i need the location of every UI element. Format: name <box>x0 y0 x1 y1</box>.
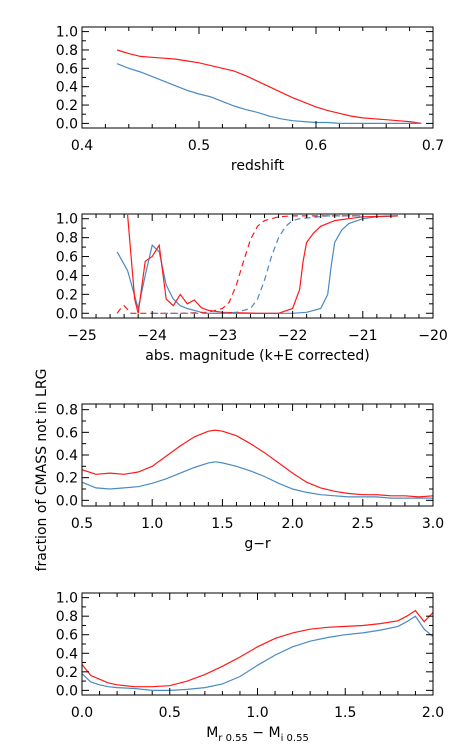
plot-frame <box>81 213 434 319</box>
x-tick-label: 0.5 <box>188 138 210 154</box>
x-tick-label: −23 <box>208 328 238 344</box>
chart-panel-2: −25 −24 −23 −22 −21 −20 0.0 0.2 0.4 0.6 0.8 1.0 abs.… <box>56 212 448 364</box>
y-tick-label: 0.2 <box>56 98 78 114</box>
series-line-red <box>116 49 422 124</box>
y-tick-label: 1.0 <box>56 25 78 41</box>
x-tick-label: 1.0 <box>246 705 268 721</box>
series-line-red <box>82 429 433 498</box>
x-tick-label: −20 <box>418 328 448 344</box>
y-tick-label: 0.2 <box>56 287 78 303</box>
y-tick-label: 0.6 <box>56 250 78 266</box>
x-tick-label: −21 <box>348 328 378 344</box>
x-tick-label: 1.0 <box>141 516 163 532</box>
series-line-blue-dashed <box>152 215 363 314</box>
y-tick-label: 0.6 <box>56 61 78 77</box>
y-tick-label: 0.8 <box>56 43 78 59</box>
x-axis-label: redshift <box>231 158 285 174</box>
series-line-red <box>82 609 433 688</box>
x-tick-label: 0.5 <box>159 705 181 721</box>
y-tick-label: 0.2 <box>56 471 78 487</box>
plot-frame <box>81 592 434 696</box>
x-tick-label: 3.0 <box>422 516 444 532</box>
x-tick-label: −24 <box>137 328 167 344</box>
y-tick-label: 0.0 <box>56 116 78 132</box>
chart-panel-1: 0.4 0.5 0.6 0.7 0.0 0.2 0.4 0.6 0.8 1.0 redshift <box>56 25 444 174</box>
y-tick-label: 0.0 <box>56 493 78 509</box>
chart-panel-3: 0.5 1.0 1.5 2.0 2.5 3.0 0.0 0.2 0.4 0.6 0.8 g−r <box>56 403 444 552</box>
y-tick-label: 0.0 <box>56 683 78 699</box>
chart-panels: 0.4 0.5 0.6 0.7 0.0 0.2 0.4 0.6 0.8 1.0 redshift −2… <box>56 25 448 744</box>
x-tick-label: −22 <box>278 328 308 344</box>
series-line-blue <box>82 461 433 499</box>
x-tick-label: 0.0 <box>71 705 93 721</box>
y-tick-label: 0.8 <box>56 231 78 247</box>
y-tick-label: 0.2 <box>56 665 78 681</box>
x-tick-label: 0.7 <box>422 138 444 154</box>
y-tick-label: 0.4 <box>56 646 78 662</box>
series-line-red <box>127 214 398 314</box>
x-axis-label: Mr 0.55​ − Mi 0.55​ <box>206 725 309 744</box>
x-tick-label: 2.0 <box>422 705 444 721</box>
y-tick-label: 1.0 <box>56 591 78 607</box>
x-tick-label: 0.4 <box>71 138 93 154</box>
x-tick-label: 2.5 <box>352 516 374 532</box>
series-line-blue <box>82 615 433 692</box>
chart-panel-4: 0.0 0.5 1.0 1.5 2.0 0.0 0.2 0.4 0.6 0.8 1.0 Mr 0.55… <box>56 591 444 744</box>
x-tick-label: 1.5 <box>334 705 356 721</box>
y-tick-label: 0.4 <box>56 80 78 96</box>
x-axis-label: abs. magnitude (k+E corrected) <box>145 348 369 364</box>
x-tick-label: −25 <box>67 328 97 344</box>
y-tick-label: 0.6 <box>56 628 78 644</box>
y-tick-label: 0.0 <box>56 306 78 322</box>
x-tick-label: 1.5 <box>211 516 233 532</box>
y-tick-label: 0.8 <box>56 403 78 419</box>
x-axis-label: g−r <box>244 536 271 552</box>
x-tick-label: 2.0 <box>281 516 303 532</box>
y-tick-label: 0.4 <box>56 268 78 284</box>
y-tick-label: 0.4 <box>56 448 78 464</box>
series-line-red-dashed <box>116 215 363 314</box>
x-tick-label: 0.6 <box>305 138 327 154</box>
plot-frame <box>81 403 434 507</box>
series-line-blue <box>116 63 422 125</box>
y-tick-label: 1.0 <box>56 212 78 228</box>
y-tick-label: 0.8 <box>56 609 78 625</box>
y-tick-label: 0.6 <box>56 425 78 441</box>
shared-y-axis-label: fraction of CMASS not in LRG <box>34 369 50 572</box>
x-tick-label: 0.5 <box>71 516 93 532</box>
